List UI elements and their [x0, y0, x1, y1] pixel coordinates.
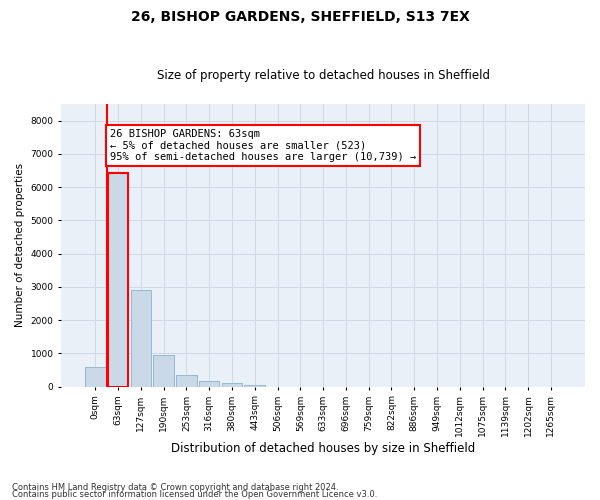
- Bar: [199, 382, 220, 386]
- Title: Size of property relative to detached houses in Sheffield: Size of property relative to detached ho…: [157, 69, 490, 82]
- X-axis label: Distribution of detached houses by size in Sheffield: Distribution of detached houses by size …: [171, 442, 475, 455]
- Y-axis label: Number of detached properties: Number of detached properties: [15, 164, 25, 328]
- Bar: [222, 384, 242, 386]
- Text: Contains public sector information licensed under the Open Government Licence v3: Contains public sector information licen…: [12, 490, 377, 499]
- Bar: [85, 368, 106, 386]
- Text: 26, BISHOP GARDENS, SHEFFIELD, S13 7EX: 26, BISHOP GARDENS, SHEFFIELD, S13 7EX: [131, 10, 469, 24]
- Text: Contains HM Land Registry data © Crown copyright and database right 2024.: Contains HM Land Registry data © Crown c…: [12, 484, 338, 492]
- Bar: [108, 173, 128, 386]
- Bar: [131, 290, 151, 386]
- Text: 26 BISHOP GARDENS: 63sqm
← 5% of detached houses are smaller (523)
95% of semi-d: 26 BISHOP GARDENS: 63sqm ← 5% of detache…: [110, 129, 416, 162]
- Bar: [154, 355, 174, 386]
- Bar: [244, 384, 265, 386]
- Bar: [176, 375, 197, 386]
